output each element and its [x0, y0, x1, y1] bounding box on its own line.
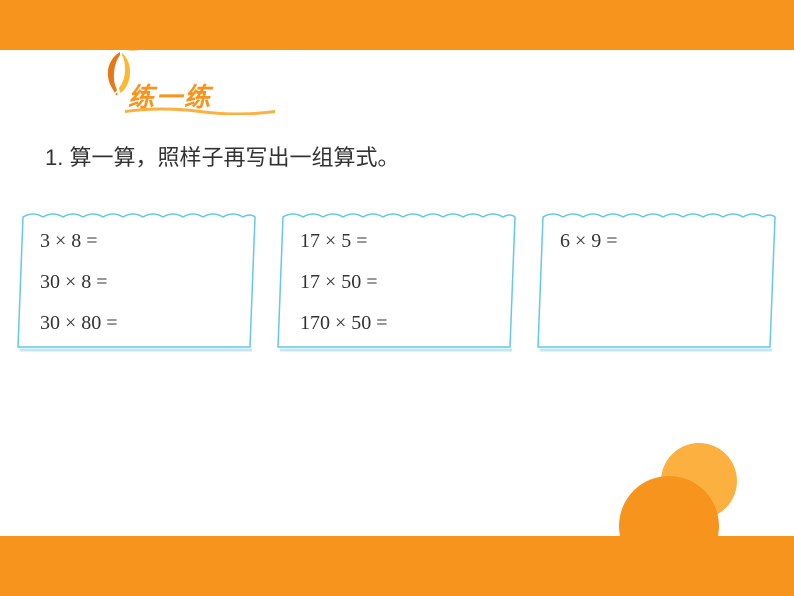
- bottom-orange-bar: [0, 536, 794, 596]
- equation: 170 × 50 =: [300, 312, 505, 335]
- math-box-3: 6 × 9 =: [535, 205, 780, 355]
- question-text: 1. 算一算，照样子再写出一组算式。: [45, 140, 400, 172]
- header-banner: 练一练: [100, 55, 275, 110]
- question-number: 1.: [45, 145, 63, 170]
- equation: 30 × 80 =: [40, 312, 245, 335]
- box-border-3: [535, 205, 780, 355]
- math-box-1: 3 × 8 = 30 × 8 = 30 × 80 =: [15, 205, 260, 355]
- equation: 6 × 9 =: [560, 230, 765, 253]
- equation: 3 × 8 =: [40, 230, 245, 253]
- equation: 17 × 5 =: [300, 230, 505, 253]
- equation: 30 × 8 =: [40, 271, 245, 294]
- math-box-2: 17 × 5 = 17 × 50 = 170 × 50 =: [275, 205, 520, 355]
- equation: 17 × 50 =: [300, 271, 505, 294]
- boxes-container: 3 × 8 = 30 × 8 = 30 × 80 = 17 × 5 = 17 ×…: [15, 205, 780, 355]
- question-body: 算一算，照样子再写出一组算式。: [69, 145, 399, 170]
- banner-underline: [125, 105, 275, 115]
